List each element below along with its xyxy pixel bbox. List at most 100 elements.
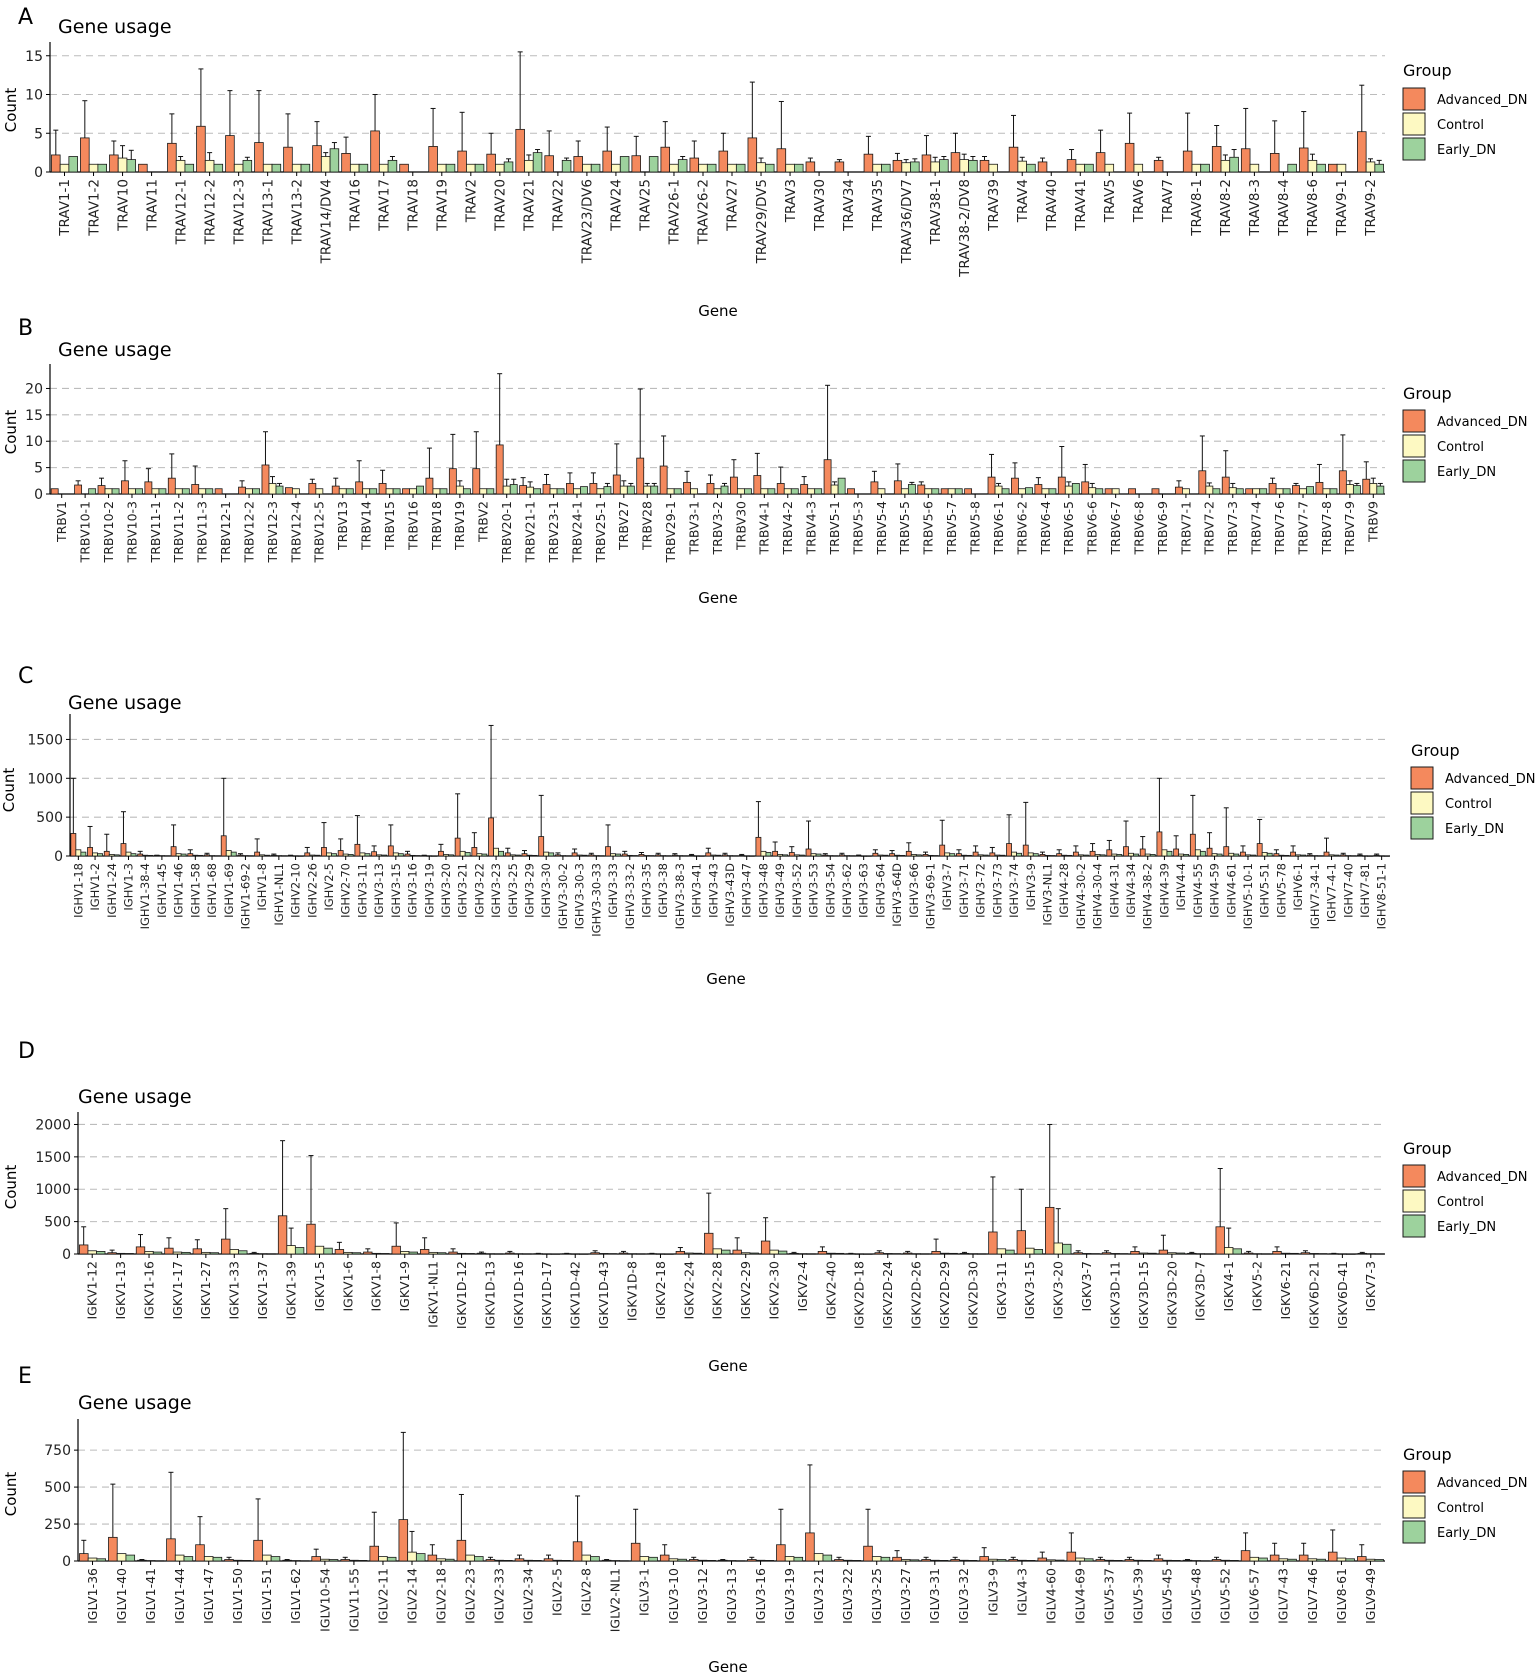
- x-tick-label: IGHV4-38-2: [1141, 863, 1155, 929]
- bar-advanced-dn: [448, 1251, 458, 1255]
- x-tick-label: IGLV2-33: [492, 1568, 507, 1624]
- x-tick-label: TRBV6-4: [1038, 501, 1053, 556]
- bar-control: [784, 1556, 795, 1562]
- bar-control: [1249, 163, 1260, 173]
- bar-control: [494, 1559, 504, 1562]
- bar-early-dn: [126, 159, 137, 173]
- bar-early-dn: [125, 1554, 136, 1562]
- panel-d-xlabel: Gene: [708, 1357, 748, 1375]
- bar-advanced-dn: [972, 851, 979, 857]
- bar-advanced-dn: [1269, 152, 1280, 173]
- bar-control: [598, 1253, 609, 1255]
- bar-early-dn: [665, 855, 672, 857]
- bar-control: [710, 854, 717, 857]
- bar-advanced-dn: [753, 475, 762, 495]
- bar-control: [392, 852, 399, 857]
- bar-advanced-dn: [304, 852, 311, 857]
- bar-advanced-dn: [718, 1559, 728, 1562]
- x-tick-label: IGHV2-70: [339, 863, 353, 918]
- bar-control: [830, 484, 839, 495]
- bar-early-dn: [581, 854, 588, 857]
- bar-advanced-dn: [1037, 161, 1048, 173]
- bar-early-dn: [462, 488, 471, 495]
- bar-early-dn: [1345, 1558, 1355, 1562]
- bar-control: [1111, 853, 1118, 857]
- bar-advanced-dn: [1153, 1558, 1164, 1562]
- bar-control: [1041, 488, 1050, 495]
- bar-advanced-dn: [331, 485, 340, 495]
- x-tick-label: IGHV3-22: [472, 863, 486, 918]
- bar-early-dn: [982, 854, 989, 857]
- bar-early-dn: [1374, 163, 1384, 173]
- bar-control: [456, 1252, 467, 1255]
- bar-control: [432, 488, 441, 495]
- bar-control: [900, 488, 909, 495]
- bar-early-dn: [1350, 855, 1357, 857]
- bar-advanced-dn: [254, 851, 261, 857]
- x-tick-label: TRBV25-1: [593, 501, 608, 563]
- bar-early-dn: [1005, 1249, 1015, 1255]
- bar-control: [1252, 488, 1261, 495]
- x-tick-label: IGKV6D-21: [1306, 1261, 1321, 1329]
- x-tick-label: TRAV6: [1131, 179, 1147, 223]
- bar-early-dn: [347, 854, 354, 857]
- bar-advanced-dn: [321, 847, 327, 857]
- bar-early-dn: [1113, 1560, 1123, 1562]
- bar-early-dn: [706, 163, 717, 173]
- bar-advanced-dn: [589, 483, 598, 495]
- bar-control: [378, 1556, 388, 1562]
- legend-label-advanced: Advanced_DN: [1437, 1170, 1527, 1185]
- x-tick-label: IGKV3-7: [1079, 1261, 1094, 1312]
- bar-advanced-dn: [1008, 146, 1019, 173]
- bar-control: [1278, 854, 1285, 857]
- x-tick-label: IGHV1-68: [205, 863, 219, 918]
- panel-b-plot: 0 5 10 15 20 TRBV1 TRBV10-1 TRBV10-2 TRBV10-3 TRB…: [25, 364, 1385, 563]
- bar-control: [910, 854, 917, 857]
- bar-advanced-dn: [170, 846, 177, 857]
- bar-advanced-dn: [1292, 485, 1300, 495]
- x-tick-label: IGHV3-64: [873, 863, 887, 918]
- panel-d: D Gene usage Count Gene 0 500 1000 1500 2000…: [2, 1039, 1527, 1375]
- bar-advanced-dn: [363, 1251, 373, 1255]
- y-tick-label: 2000: [35, 1117, 71, 1133]
- bar-advanced-dn: [1362, 478, 1371, 495]
- x-tick-label: TRBV4-2: [780, 501, 795, 555]
- bar-advanced-dn: [1104, 488, 1113, 495]
- x-tick-label: IGHV3-74: [1007, 863, 1021, 918]
- bar-control: [87, 1557, 98, 1562]
- x-tick-label: TRAV20: [493, 179, 509, 232]
- bar-advanced-dn: [191, 484, 200, 495]
- bar-early-dn: [692, 1252, 703, 1255]
- bar-advanced-dn: [419, 1249, 430, 1255]
- bar-advanced-dn: [137, 1559, 147, 1562]
- bar-advanced-dn: [1056, 853, 1063, 857]
- bar-early-dn: [1048, 488, 1057, 495]
- x-tick-label: IGHV4-28: [1057, 863, 1071, 918]
- bar-early-dn: [1066, 854, 1073, 857]
- bar-advanced-dn: [1066, 1551, 1077, 1562]
- bar-early-dn: [88, 488, 97, 495]
- bar-advanced-dn: [1016, 1230, 1026, 1255]
- bar-advanced-dn: [572, 1541, 583, 1562]
- bar-early-dn: [1266, 852, 1273, 857]
- bar-control: [871, 1556, 882, 1562]
- bar-advanced-dn: [192, 1248, 202, 1255]
- bar-control: [1167, 1252, 1177, 1255]
- bar-advanced-dn: [805, 161, 816, 173]
- bar-control: [259, 854, 266, 857]
- bar-early-dn: [439, 488, 448, 495]
- bar-control: [466, 163, 476, 173]
- bar-advanced-dn: [391, 1245, 401, 1255]
- x-tick-label: TRBV5-7: [944, 501, 959, 555]
- bar-advanced-dn: [87, 847, 93, 857]
- bar-early-dn: [1316, 1558, 1326, 1562]
- bar-advanced-dn: [1223, 846, 1230, 857]
- bar-advanced-dn: [354, 843, 361, 857]
- bar-control: [526, 854, 533, 857]
- bar-control: [697, 1559, 708, 1562]
- bar-control: [690, 488, 698, 495]
- bar-control: [639, 1556, 650, 1562]
- x-tick-label: IGHV2-26: [305, 863, 319, 918]
- bar-early-dn: [271, 163, 282, 173]
- x-tick-label: IGHV3-73: [990, 863, 1004, 918]
